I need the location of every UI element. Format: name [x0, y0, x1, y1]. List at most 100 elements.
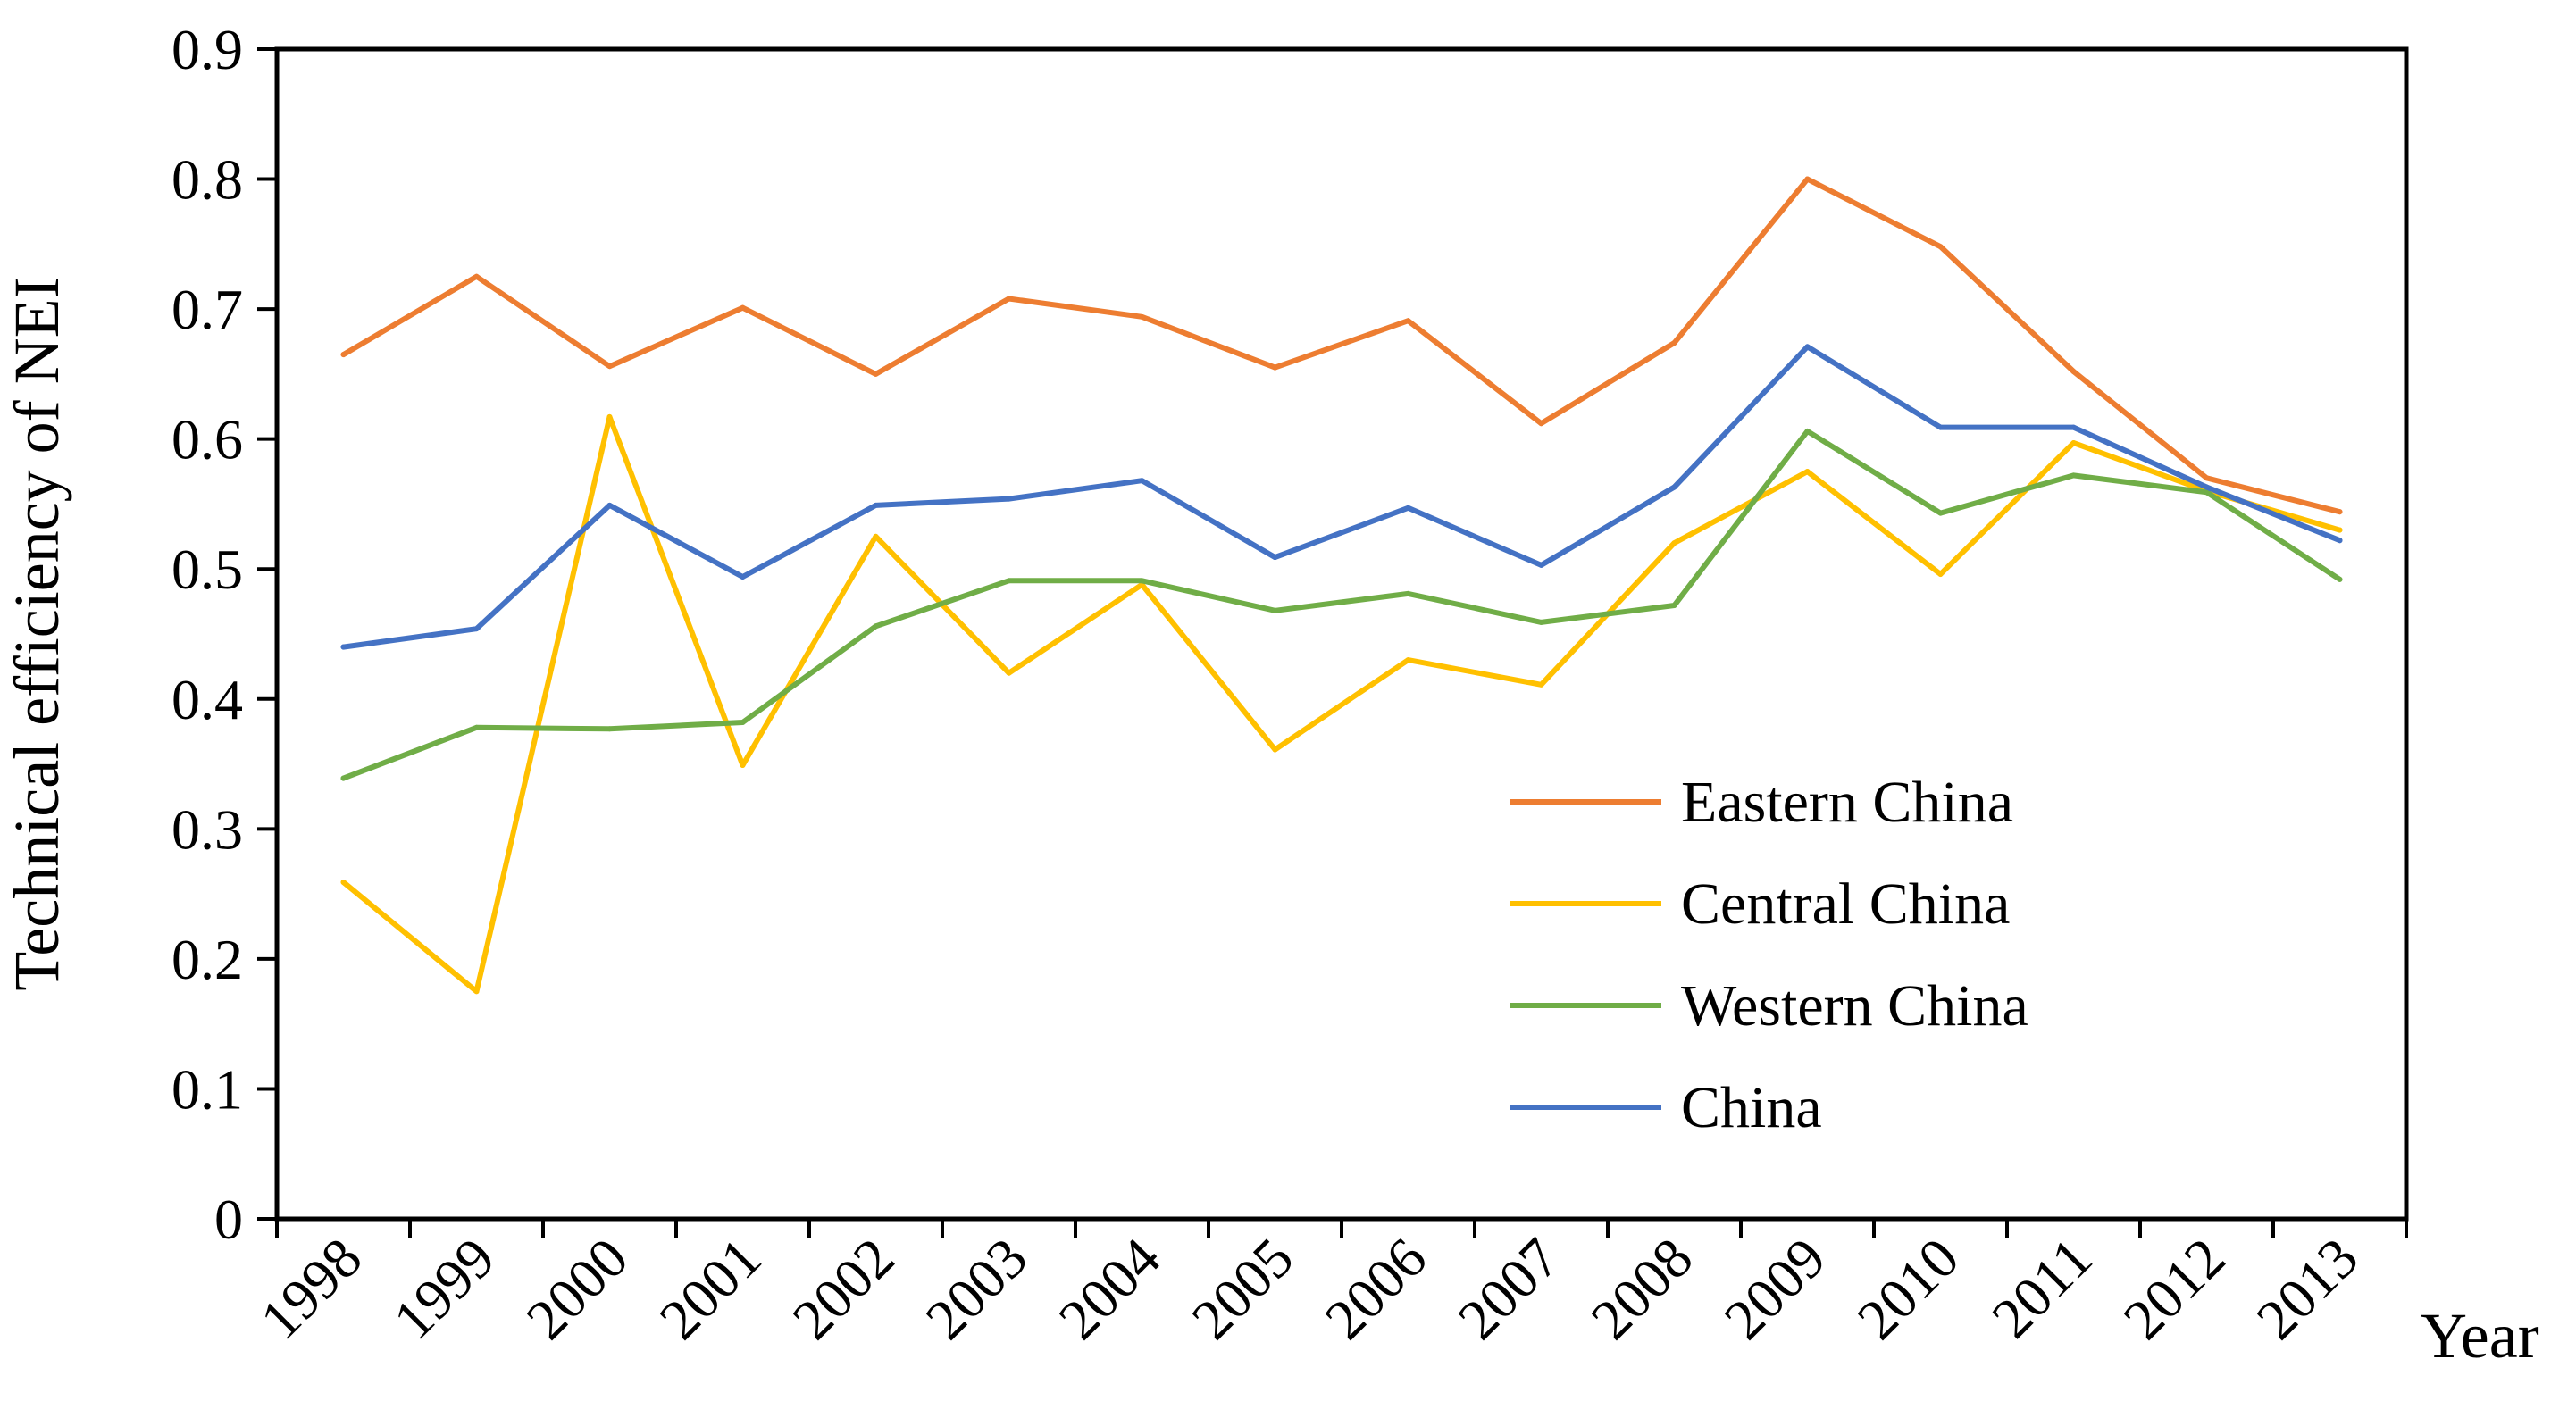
data-point-western-china: [1937, 510, 1944, 516]
data-point-central-china: [873, 533, 879, 539]
y-axis-title: Technical efficiency of NEI: [1, 277, 72, 990]
data-point-central-china: [340, 880, 347, 886]
data-point-western-china: [1139, 578, 1145, 584]
data-point-central-china: [740, 763, 746, 769]
data-point-china: [1139, 478, 1145, 484]
x-tick-label: 2004: [1047, 1226, 1173, 1352]
data-point-central-china: [1405, 657, 1411, 663]
data-point-central-china: [606, 413, 613, 420]
data-point-eastern-china: [1804, 176, 1811, 182]
data-point-china: [1804, 344, 1811, 350]
data-point-china: [1006, 496, 1012, 502]
data-point-western-china: [2204, 489, 2210, 496]
data-point-china: [1937, 424, 1944, 430]
data-point-china: [740, 573, 746, 580]
data-point-western-china: [1272, 607, 1278, 613]
data-point-western-china: [473, 724, 480, 730]
data-point-western-china: [1006, 578, 1012, 584]
data-point-central-china: [2337, 527, 2343, 533]
data-point-central-china: [1804, 469, 1811, 475]
data-point-china: [2337, 538, 2343, 544]
x-tick-label: 1998: [248, 1226, 374, 1352]
data-point-western-china: [2337, 576, 2343, 582]
x-tick-label: 2007: [1446, 1226, 1572, 1352]
data-point-eastern-china: [2070, 368, 2077, 374]
legend: Eastern China Central China Western China C…: [1510, 770, 2028, 1140]
y-tick-label: 0.7: [171, 278, 243, 341]
y-tick-label: 0.9: [171, 18, 243, 81]
y-tick-label: 0.1: [171, 1057, 243, 1121]
x-tick-label: 2002: [781, 1226, 907, 1352]
data-point-china: [1405, 505, 1411, 511]
data-point-central-china: [473, 988, 480, 995]
data-point-china: [473, 626, 480, 632]
x-tick-label: 1999: [381, 1226, 507, 1352]
series-line-central-china: [340, 413, 2343, 995]
data-point-china: [873, 502, 879, 508]
y-tick-label: 0.4: [171, 668, 243, 731]
data-point-eastern-china: [1272, 364, 1278, 371]
y-tick-label: 0.3: [171, 797, 243, 861]
data-point-central-china: [1538, 681, 1544, 688]
data-point-china: [2070, 424, 2077, 430]
legend-label-china: China: [1681, 1075, 1822, 1140]
data-point-eastern-china: [2337, 509, 2343, 515]
data-point-western-china: [1538, 619, 1544, 625]
plot-area: [274, 46, 2409, 1222]
data-point-eastern-china: [1937, 244, 1944, 250]
data-point-eastern-china: [606, 363, 613, 370]
x-tick-label: 2005: [1180, 1226, 1306, 1352]
legend-label-eastern-china: Eastern China: [1681, 770, 2013, 835]
legend-label-central-china: Central China: [1681, 871, 2010, 937]
series-lines: [340, 176, 2343, 995]
data-point-eastern-china: [740, 304, 746, 311]
y-tick-label: 0: [214, 1188, 243, 1251]
data-point-eastern-china: [1671, 339, 1677, 346]
data-point-eastern-china: [1139, 313, 1145, 320]
data-point-central-china: [2070, 440, 2077, 446]
series-line-eastern-china: [340, 176, 2343, 515]
x-tick-label: 2012: [2112, 1226, 2237, 1352]
data-point-eastern-china: [1538, 421, 1544, 427]
data-point-western-china: [2070, 472, 2077, 479]
data-point-eastern-china: [1405, 318, 1411, 324]
data-point-western-china: [1804, 428, 1811, 434]
data-point-central-china: [1272, 746, 1278, 753]
data-point-western-china: [1405, 590, 1411, 596]
data-point-western-china: [340, 775, 347, 781]
data-point-china: [340, 644, 347, 650]
x-tick-label: 2009: [1712, 1226, 1838, 1352]
data-point-china: [1671, 484, 1677, 490]
data-point-eastern-china: [1006, 296, 1012, 302]
y-tick-label: 0.5: [171, 538, 243, 601]
data-point-western-china: [873, 623, 879, 630]
data-point-central-china: [1937, 571, 1944, 578]
data-point-central-china: [1671, 540, 1677, 546]
y-tick-label: 0.8: [171, 148, 243, 212]
x-tick-label: 2008: [1579, 1226, 1705, 1352]
x-tick-label: 2013: [2245, 1226, 2371, 1352]
x-tick-label: 2001: [648, 1226, 774, 1352]
y-tick-label: 0.6: [171, 408, 243, 471]
x-tick-label: 2011: [1979, 1226, 2103, 1350]
data-point-eastern-china: [340, 352, 347, 358]
data-point-central-china: [1006, 670, 1012, 676]
legend-label-western-china: Western China: [1681, 973, 2028, 1038]
data-point-eastern-china: [473, 273, 480, 279]
y-axis: 0 0.1 0.2 0.3 0.4 0.5 0.6 0.7 0.8 0.9: [171, 18, 277, 1251]
series-line-china: [340, 344, 2343, 650]
data-point-china: [606, 502, 613, 508]
x-axis: 1998 1999 2000 2001 2002 2003 2004 2005 2006 2007…: [248, 1219, 2408, 1352]
data-point-eastern-china: [2204, 475, 2210, 481]
data-point-western-china: [740, 719, 746, 725]
x-tick-label: 2003: [914, 1226, 1040, 1352]
data-point-china: [1272, 555, 1278, 561]
data-point-eastern-china: [873, 371, 879, 377]
x-tick-label: 2000: [514, 1226, 640, 1352]
x-tick-label: 2006: [1313, 1226, 1439, 1352]
series-line-western-china: [340, 428, 2343, 781]
x-axis-title: Year: [2421, 1300, 2539, 1372]
x-tick-label: 2010: [1845, 1226, 1971, 1352]
